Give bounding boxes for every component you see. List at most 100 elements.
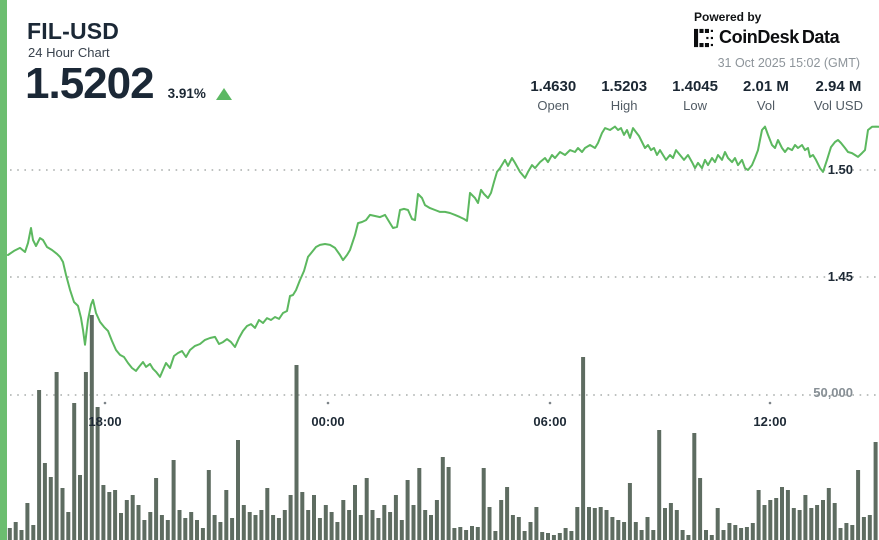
volume-bar <box>42 463 47 540</box>
volume-bar <box>686 535 691 540</box>
coindesk-data-link[interactable]: CoinDesk Data <box>694 27 860 48</box>
volume-bar <box>72 403 77 540</box>
volume-bar <box>165 520 170 540</box>
volume-bar <box>376 518 381 540</box>
volume-bar <box>546 533 550 540</box>
volume-bar <box>142 520 147 540</box>
volume-bar <box>692 433 697 540</box>
volume-bar <box>721 530 726 540</box>
volume-bar <box>470 526 474 540</box>
volume-bar <box>873 442 878 540</box>
volume-bar <box>575 507 580 540</box>
volume-bar <box>522 531 527 540</box>
volume-bar <box>265 488 270 540</box>
volume-bar <box>610 517 615 540</box>
volume-bar <box>236 440 240 540</box>
volume-bar <box>60 488 65 540</box>
volume-bar <box>393 495 398 540</box>
volume-bar <box>183 518 188 540</box>
price-line <box>7 125 879 378</box>
volume-bar <box>101 485 106 540</box>
current-price: 1.5202 <box>25 59 155 108</box>
volume-bar <box>627 483 632 540</box>
volume-bar <box>341 500 346 540</box>
volume-bar <box>604 510 609 540</box>
volume-bar <box>353 485 357 540</box>
volume-bar <box>19 530 24 540</box>
volume-bar <box>212 515 217 540</box>
volume-bar <box>821 500 825 540</box>
volume-bar <box>838 528 843 540</box>
volume-bar <box>557 533 562 540</box>
volume-bar <box>399 520 404 540</box>
stat-low-value: 1.4045 <box>672 78 718 95</box>
volume-bar <box>317 518 322 540</box>
volume-bar <box>335 522 340 540</box>
volume-bar <box>124 500 129 540</box>
coindesk-logo-icon <box>694 28 713 47</box>
volume-bar <box>756 490 761 540</box>
volume-bar <box>791 508 796 540</box>
volume-bar <box>487 507 492 540</box>
volume-bar <box>224 490 229 540</box>
volume-bar <box>551 535 556 540</box>
volume-bar <box>388 512 393 540</box>
volume-bar <box>177 510 182 540</box>
volume-bar <box>7 528 12 540</box>
volume-bar <box>785 490 790 540</box>
volume-bar <box>130 495 135 540</box>
volume-bar <box>113 490 118 540</box>
volume-bar <box>382 505 387 540</box>
volume-bar <box>148 512 153 540</box>
volume-bar <box>464 530 469 540</box>
volume-bar <box>668 503 673 540</box>
volume-bar <box>78 475 82 540</box>
symbol-title: FIL-USD <box>27 18 120 44</box>
volume-bar <box>206 470 211 540</box>
powered-by-label: Powered by <box>694 10 762 24</box>
y-tick-volume-50000: 50,000 <box>813 385 853 400</box>
volume-bar <box>727 523 732 540</box>
volume-bar <box>499 500 504 540</box>
volume-bar <box>159 515 164 540</box>
volume-bar <box>657 430 662 540</box>
change-percent: 3.91% <box>167 86 206 101</box>
volume-bar <box>651 530 656 540</box>
volume-bar <box>189 512 194 540</box>
volume-bar <box>592 508 597 540</box>
volume-bar <box>698 478 703 540</box>
volume-bar <box>230 518 235 540</box>
volume-bar <box>797 510 802 540</box>
volume-bar <box>347 510 352 540</box>
volume-bar <box>762 505 767 540</box>
volume-bar <box>405 480 410 540</box>
volume-bar <box>200 528 205 540</box>
volume-bar <box>844 523 849 540</box>
volume-bar <box>171 460 176 540</box>
volume-bar <box>259 510 264 540</box>
volume-bar <box>54 372 59 540</box>
volume-bar <box>861 517 866 540</box>
stat-low-label: Low <box>683 98 707 113</box>
stat-vol: 2.01 M Vol <box>743 78 789 113</box>
volume-bar <box>95 407 100 540</box>
x-tick-1200: 12:00 <box>753 414 787 429</box>
volume-bar <box>288 495 293 540</box>
volume-bar <box>300 492 305 540</box>
x-tick-0600: 06:00 <box>533 414 567 429</box>
stats-row: 1.4630 Open 1.5203 High 1.4045 Low 2.01 … <box>530 78 863 113</box>
volume-bar <box>282 510 287 540</box>
volume-bar <box>867 515 872 540</box>
accent-bar <box>0 0 7 540</box>
volume-bar <box>276 518 281 540</box>
x-tick-1800: 18:00 <box>88 414 122 429</box>
volume-bar <box>13 522 18 540</box>
volume-bar <box>516 517 521 540</box>
volume-bar <box>136 505 141 540</box>
volume-bar <box>505 487 510 540</box>
volume-bar <box>733 525 738 540</box>
x-tick-dot <box>768 401 772 405</box>
up-arrow-icon <box>215 88 232 100</box>
